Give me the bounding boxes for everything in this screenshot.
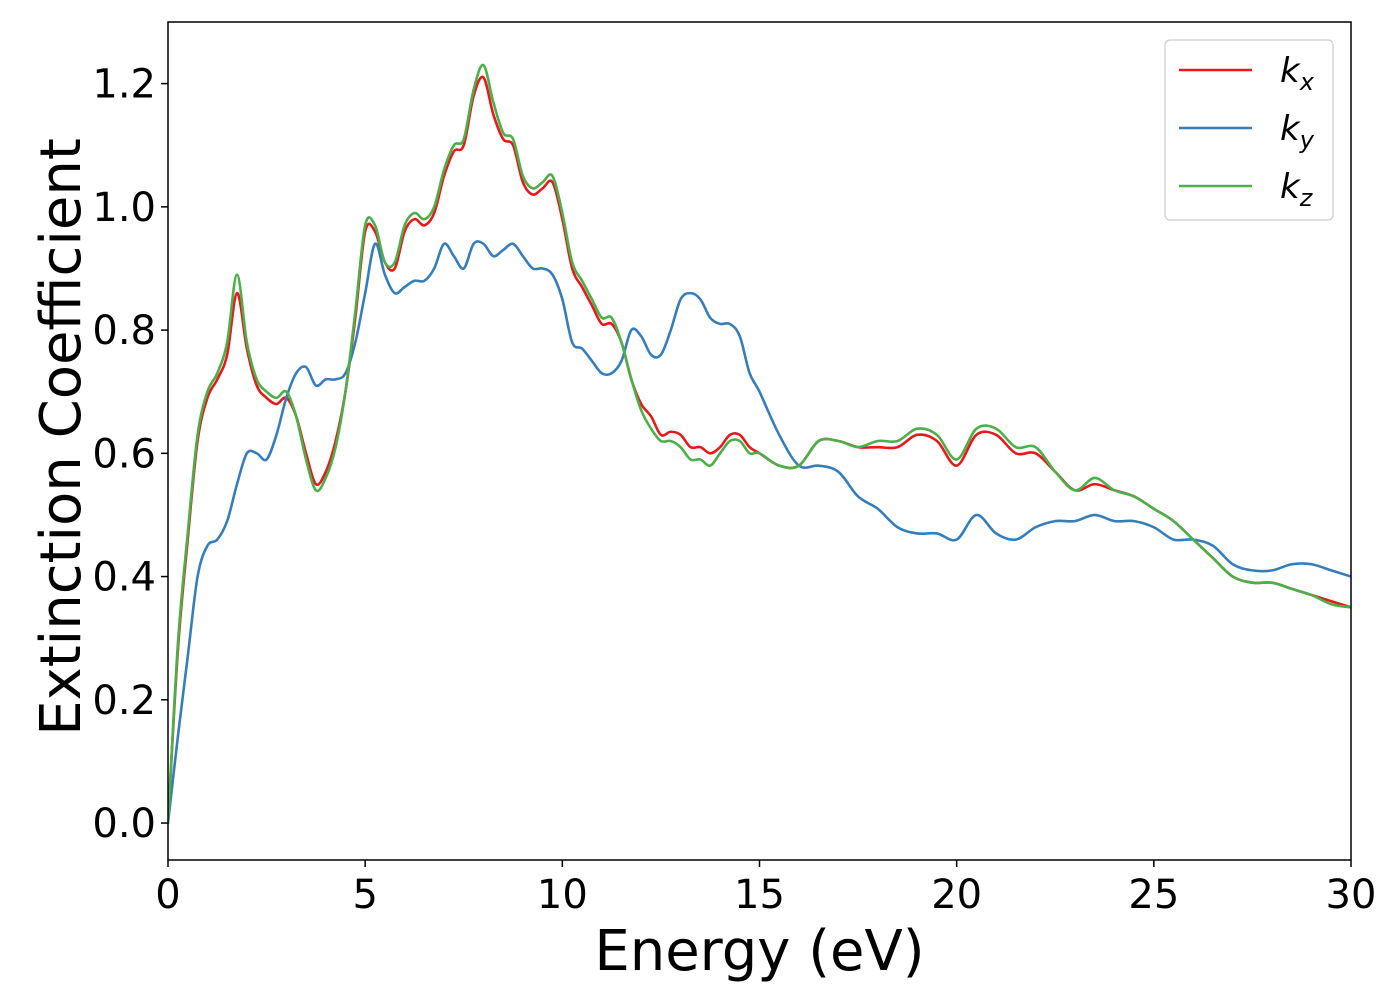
- x-tick-label: 10: [537, 872, 588, 918]
- y-tick-label: 1.2: [92, 62, 156, 108]
- legend-label-kz: kz: [1280, 167, 1314, 212]
- y-tick-label: 0.2: [92, 678, 156, 724]
- x-axis-title: Energy (eV): [594, 919, 924, 984]
- series-line-ky: [168, 240, 1351, 825]
- y-tick-label: 0.4: [92, 555, 156, 601]
- x-tick-label: 20: [931, 872, 982, 918]
- x-tick-label: 25: [1128, 872, 1179, 918]
- series-line-kz: [168, 63, 1351, 825]
- x-tick-label: 5: [352, 872, 377, 918]
- x-axis: 0 5 10 15 20 25 30: [155, 860, 1376, 918]
- series-layer: [168, 63, 1351, 825]
- x-tick-label: 0: [155, 872, 180, 918]
- x-tick-label: 30: [1326, 872, 1377, 918]
- y-tick-label: 0.0: [92, 801, 156, 847]
- legend-label-kx: kx: [1280, 51, 1315, 96]
- y-axis: 0.0 0.2 0.4 0.6 0.8 1.0 1.2: [92, 62, 168, 847]
- legend: kx ky kz: [1164, 39, 1334, 221]
- legend-box: [1164, 39, 1334, 221]
- y-tick-label: 1.0: [92, 185, 156, 231]
- legend-label-ky: ky: [1280, 109, 1315, 154]
- x-tick-label: 15: [734, 872, 785, 918]
- y-tick-label: 0.8: [92, 308, 156, 354]
- y-tick-label: 0.6: [92, 431, 156, 477]
- y-axis-title: Extinction Coefficient: [29, 138, 94, 736]
